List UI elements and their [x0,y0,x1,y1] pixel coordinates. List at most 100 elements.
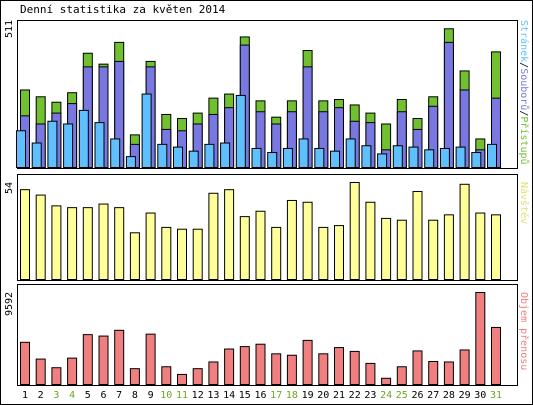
bar-objem-day-3 [51,367,62,385]
x-tick-label-day-21: 21 [333,390,345,401]
bar-objem-day-5 [82,334,93,385]
x-tick-label-day-17: 17 [270,390,282,401]
bar-navstev-day-10 [161,226,172,281]
bar-objem-day-4 [67,357,78,385]
bar-objem-day-13 [208,361,219,386]
x-tick-label-day-7: 7 [116,390,122,401]
bar-objem-day-10 [161,366,172,385]
bar-navstev-day-24 [381,217,392,280]
bar-stranek-day-6 [94,122,105,168]
bar-navstev-day-21 [334,225,344,281]
x-tick-label-day-20: 20 [317,390,329,401]
x-tick-label-day-9: 9 [148,390,154,401]
x-tick-label-day-25: 25 [396,390,408,401]
bar-stranek-day-30 [471,152,482,168]
bar-navstev-day-26 [412,190,423,280]
bar-objem-day-27 [428,360,439,385]
bar-navstev-day-16 [255,210,266,280]
bar-navstev-day-14 [224,189,235,280]
bar-stranek-day-17 [267,152,278,168]
bar-stranek-day-8 [125,156,136,168]
bar-objem-day-18 [286,354,297,386]
x-tick-label-day-5: 5 [85,390,91,401]
bar-objem-day-29 [459,349,470,385]
bar-objem-day-1 [20,341,30,385]
bar-objem-day-26 [412,350,423,385]
bar-stranek-day-29 [455,146,466,169]
bar-navstev-day-1 [20,189,30,280]
bar-stranek-day-11 [173,146,183,169]
bar-navstev-day-25 [396,219,407,281]
bar-navstev-day-27 [428,219,439,281]
bar-objem-day-11 [177,373,187,385]
bar-stranek-day-25 [392,145,403,169]
bot-panel-frame [17,284,518,386]
x-tick-label-day-23: 23 [364,390,376,401]
x-tick-label-day-16: 16 [254,390,266,401]
bar-objem-day-28 [443,361,454,386]
bar-stranek-day-5 [78,109,89,168]
bar-objem-day-2 [35,358,46,385]
bar-stranek-day-16 [251,147,262,169]
bar-stranek-day-1 [16,130,26,169]
bar-objem-day-24 [381,377,392,385]
x-tick-label-day-4: 4 [69,390,75,401]
bar-stranek-day-13 [204,143,215,168]
bar-navstev-day-13 [208,192,219,280]
bar-navstev-day-20 [318,226,329,281]
bar-navstev-day-31 [491,214,501,280]
bar-stranek-day-27 [424,149,435,169]
bar-navstev-day-9 [145,212,156,280]
bar-objem-day-9 [145,333,156,385]
x-tick-label-day-31: 31 [490,390,502,401]
bar-objem-day-31 [491,326,501,385]
bar-navstev-day-23 [365,201,376,280]
bar-navstev-day-8 [129,232,140,280]
x-tick-label-day-29: 29 [459,390,471,401]
bar-stranek-day-24 [377,153,388,168]
bar-stranek-day-21 [330,150,340,169]
bar-objem-day-8 [129,368,140,386]
bar-navstev-day-15 [239,216,250,280]
bar-navstev-day-4 [67,207,78,280]
bar-objem-day-30 [475,292,486,385]
x-tick-label-day-18: 18 [286,390,298,401]
bar-objem-day-23 [365,362,376,385]
bar-stranek-day-31 [487,143,497,168]
bar-stranek-day-10 [157,143,168,168]
x-tick-label-day-6: 6 [100,390,106,401]
x-tick-label-day-2: 2 [38,390,44,401]
bar-stranek-day-14 [220,142,231,168]
bar-navstev-day-7 [114,207,125,280]
bar-navstev-day-2 [35,194,46,281]
bar-navstev-day-11 [177,228,187,280]
bar-navstev-day-22 [349,182,360,280]
x-tick-label-day-28: 28 [443,390,455,401]
bar-objem-day-25 [396,366,407,385]
bar-navstev-day-5 [82,207,93,280]
bar-objem-day-20 [318,353,329,386]
bar-stranek-day-3 [47,120,58,168]
bar-objem-day-7 [114,329,125,386]
x-tick-label-day-3: 3 [53,390,59,401]
bar-navstev-day-30 [475,212,486,280]
bar-stranek-day-22 [345,138,356,168]
x-tick-label-day-22: 22 [349,390,361,401]
bar-stranek-day-18 [282,147,293,169]
mid-panel-frame [17,174,518,281]
bar-stranek-day-23 [361,145,372,169]
x-tick-label-day-13: 13 [207,390,219,401]
x-tick-label-day-15: 15 [239,390,251,401]
x-tick-label-day-30: 30 [474,390,486,401]
bar-stranek-day-20 [314,147,325,169]
bar-stranek-day-9 [141,93,152,168]
bar-objem-day-6 [98,335,109,386]
bar-objem-day-14 [224,348,235,385]
bar-objem-day-21 [334,347,344,385]
x-tick-label-day-14: 14 [223,390,235,401]
bar-navstev-day-3 [51,205,62,280]
bar-navstev-day-29 [459,183,470,280]
bar-stranek-day-7 [110,138,121,168]
